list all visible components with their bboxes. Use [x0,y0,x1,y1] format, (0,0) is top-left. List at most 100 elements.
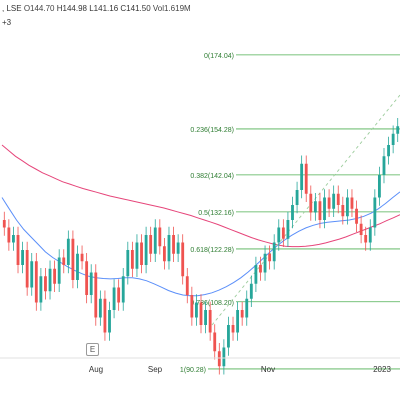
candle [140,234,143,274]
candle-body [222,347,226,367]
fib-label: 0.382(142.04) [190,173,234,180]
candle [162,238,166,270]
close-value: C141.50 [120,4,151,13]
candle [373,189,377,236]
candle [291,196,294,229]
ohlc-header: , LSE O144.70 H144.98 L141.16 C141.50 Vo… [0,0,400,28]
candle-body [103,298,107,333]
candle-body [318,201,322,220]
candle-body [373,197,377,228]
candle [323,189,326,229]
candle [25,241,29,296]
candle-body [190,295,194,318]
candle [236,301,240,341]
candle-body [66,238,70,265]
candle-body [272,242,276,262]
candle-body [208,310,212,333]
candle-body [108,310,111,333]
candle [80,245,84,270]
candle-body [98,298,102,318]
open-value: O144.70 [23,4,55,13]
candle-body [140,242,143,265]
candle-body [181,242,185,277]
candle-body [249,283,253,299]
candle-body [153,227,157,254]
candle [286,211,290,247]
ma-long-line [1,144,400,248]
x-tick-label: Nov [261,365,275,374]
candle [135,234,139,277]
candle [66,230,70,274]
candle [108,301,111,341]
candle-body [268,253,272,262]
candle-body [44,276,47,292]
candle [144,226,148,274]
candle [21,241,25,274]
fib-label: 0.5(132.16) [198,210,234,217]
ohlc-line: , LSE O144.70 H144.98 L141.16 C141.50 Vo… [2,4,191,13]
candle-body [34,261,38,303]
candle [350,189,354,217]
candle-body [158,227,162,247]
candle [94,264,98,326]
x-tick-label: 2023 [373,365,391,374]
candle [130,241,134,277]
candle-body [94,272,98,318]
candle [263,245,267,281]
candle [57,249,61,292]
candle-body [199,302,203,325]
candle [98,290,102,326]
candle-body [377,175,381,198]
candle [295,181,299,214]
candle-body [167,235,171,262]
candle [313,193,317,221]
candle-body [364,235,368,243]
candle [259,256,262,281]
candle [254,256,258,292]
candle-body [291,205,294,220]
candle [377,166,381,206]
candle [62,249,66,274]
candle-body [162,246,166,262]
high-value: H144.98 [56,4,87,13]
candle-body [254,265,258,284]
candle [167,226,171,270]
candle [277,219,281,251]
candle [240,301,244,326]
fib-label: 1(90.28) [180,367,206,374]
candle [185,268,189,304]
candle-body [48,268,52,292]
trend-line [211,94,400,326]
session-marker[interactable]: E [86,343,99,356]
candle [112,279,116,319]
x-tick-label: Sep [148,365,163,374]
candle [332,185,336,217]
candle-body [121,276,125,303]
candle-body [227,325,230,348]
candle [44,268,47,300]
candle-body [387,145,390,157]
volume-value: Vol1.619M [152,4,191,13]
candle [30,253,34,296]
candle-body [12,235,15,243]
fib-label: 0(174.04) [204,53,234,60]
candle [231,316,235,341]
candle [364,226,368,251]
fib-label: 0.236(154.28) [190,127,234,134]
candle-body [85,261,89,295]
ma-short-line [1,191,400,297]
candle [76,245,79,289]
fib-label: 0.618(122.28) [190,247,234,254]
candle [300,155,304,199]
candle-body [71,238,75,280]
candle [387,136,390,165]
candle-body [313,201,317,213]
candle-body [39,276,43,303]
moving-averages [1,144,400,297]
candle [48,260,52,300]
candle-body [240,310,244,318]
candle-body [323,197,326,220]
candle-body [332,193,336,209]
